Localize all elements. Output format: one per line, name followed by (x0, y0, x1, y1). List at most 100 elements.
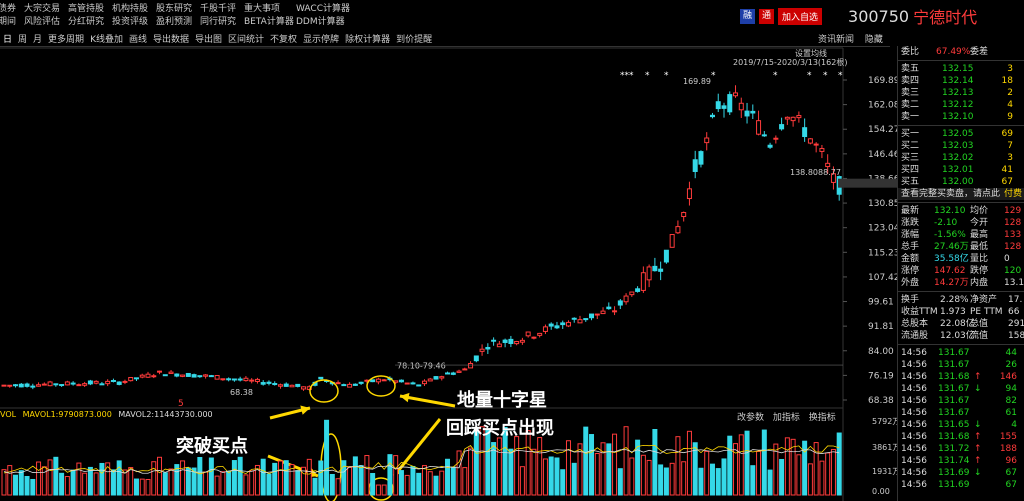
volume-bar (185, 467, 191, 496)
volume-bar (525, 430, 531, 496)
menu-item[interactable]: WACC计算器 (296, 4, 350, 14)
menu-item[interactable]: 股东研究 (156, 4, 193, 14)
menu-item[interactable]: 千股千评 (200, 4, 237, 14)
y-tick-label: 91.81 (868, 322, 894, 332)
toolbar-item[interactable]: 到价提醒 (396, 35, 433, 45)
volume-bar (681, 461, 687, 496)
candle-body (577, 319, 583, 324)
annotation-doji: 地量十字星 (457, 390, 547, 411)
toolbar-item[interactable]: 区间统计 (228, 35, 265, 45)
volume-bar (197, 457, 203, 496)
toolbar-item[interactable]: K线叠加 (90, 35, 123, 45)
low-price-label: 68.38 (230, 388, 253, 397)
event-star-marker[interactable]: * (645, 71, 650, 81)
menu-item[interactable]: 机构持股 (112, 4, 149, 14)
ask-price: 132.12 (942, 100, 974, 110)
candle-body (7, 384, 13, 387)
tab-news[interactable]: 资讯新闻 (818, 35, 855, 45)
volume-bar (784, 437, 790, 496)
pullback-circle (366, 375, 396, 397)
candle-body (87, 380, 93, 385)
breakout-circle (309, 379, 339, 403)
volume-bar (836, 432, 842, 496)
candle-body (646, 266, 652, 281)
tick-arrow: ↓ (974, 468, 982, 478)
volume-bar (283, 460, 289, 496)
volume-bar (145, 478, 151, 496)
menu-item[interactable]: 盈利预测 (156, 17, 193, 27)
menu-column: 高管持股 分红研究 (68, 3, 104, 29)
y-tick-label: 76.19 (868, 371, 894, 381)
volume-bar (295, 470, 301, 496)
candle-body (502, 339, 508, 343)
stat-value: -2.10 (934, 218, 958, 228)
menu-item[interactable]: DDM计算器 (296, 17, 345, 27)
menu-item[interactable]: 同行研究 (200, 17, 237, 27)
menu-item[interactable]: 投资评级 (112, 17, 149, 27)
connect-button[interactable]: 通 (759, 8, 774, 24)
toolbar-item[interactable]: 导出图 (195, 35, 223, 45)
menu-item[interactable]: BETA计算器 (244, 17, 294, 27)
toolbar-item[interactable]: 周 (18, 35, 28, 45)
toolbar-item[interactable]: 显示停牌 (303, 35, 340, 45)
tab-hide[interactable]: 隐藏 (864, 35, 883, 45)
candle-body (767, 144, 773, 148)
volume-bar (727, 435, 733, 496)
y-tick-label: 107.42 (868, 273, 897, 283)
volume-bar (329, 473, 335, 496)
event-star-marker[interactable]: * (664, 71, 669, 81)
toolbar-item[interactable]: 日 (3, 35, 13, 45)
tick-arrow: ↑ (974, 432, 982, 442)
stock-code: 300750 (848, 6, 910, 26)
menu-item[interactable]: 风险评估 (24, 17, 61, 27)
tab-edit-params[interactable]: 改参数 (737, 413, 765, 423)
toolbar-item[interactable]: 导出数据 (152, 35, 189, 45)
candle-body (110, 380, 116, 383)
ma-setting-label[interactable]: 设置均线 (795, 48, 827, 58)
vol-label: VOL (0, 410, 17, 419)
candle-body (370, 379, 376, 383)
menu-item[interactable]: 分红研究 (68, 17, 105, 27)
tick-time: 14:56 (901, 480, 927, 490)
tab-add-indicator[interactable]: 加指标 (772, 413, 800, 423)
menu-item[interactable]: 期间 (0, 17, 17, 27)
margin-button[interactable]: 融 (740, 8, 755, 24)
volume-bar (669, 462, 675, 496)
menu-item[interactable]: 大宗交易 (24, 4, 61, 14)
menu-item[interactable]: 债券 (0, 4, 17, 14)
menu-item[interactable]: 高管持股 (68, 4, 105, 14)
event-star-marker[interactable]: * (838, 71, 843, 81)
volume-bar (796, 454, 802, 496)
event-star-marker[interactable]: * (773, 71, 778, 81)
toolbar-item[interactable]: 不复权 (270, 35, 298, 45)
toolbar-item[interactable]: 除权计算器 (345, 35, 391, 45)
tick-arrow: ↑ (974, 372, 982, 382)
event-star-marker[interactable]: * (711, 71, 716, 81)
add-watchlist-button[interactable]: 加入自选 (778, 7, 823, 25)
candle-body (128, 377, 134, 382)
menu-item[interactable]: 重大事项 (244, 4, 281, 14)
kline-chart[interactable]: 169.89162.08154.27146.46138.66130.85123.… (0, 46, 897, 501)
volume-bar (99, 462, 105, 496)
volume-bar (30, 478, 36, 496)
event-star-marker[interactable]: * (807, 71, 812, 81)
bid-volume: 69 (1001, 129, 1013, 139)
more-orders-row[interactable]: 查看完整买卖盘，请点此 付费 (898, 188, 1024, 200)
volume-bar (335, 478, 341, 496)
candle-body (733, 92, 739, 97)
toolbar-item[interactable]: 月 (33, 35, 43, 45)
event-star-marker[interactable]: *** (620, 71, 634, 81)
fund-label: 总值 (970, 319, 989, 329)
tab-switch-indicator[interactable]: 换指标 (808, 413, 836, 423)
volume-bar (220, 471, 226, 496)
menu-column: 千股千评 同行研究 (200, 3, 236, 29)
toolbar-item[interactable]: 更多周期 (48, 35, 85, 45)
toolbar-item[interactable]: 画线 (128, 35, 147, 45)
current-price-flag (838, 178, 897, 188)
volume-bar (254, 464, 260, 496)
volume-bar (830, 448, 836, 496)
volume-bar (306, 458, 312, 496)
event-star-marker[interactable]: * (823, 71, 828, 81)
volume-bar (70, 469, 76, 496)
stat-value: 14.27万 (934, 278, 969, 288)
